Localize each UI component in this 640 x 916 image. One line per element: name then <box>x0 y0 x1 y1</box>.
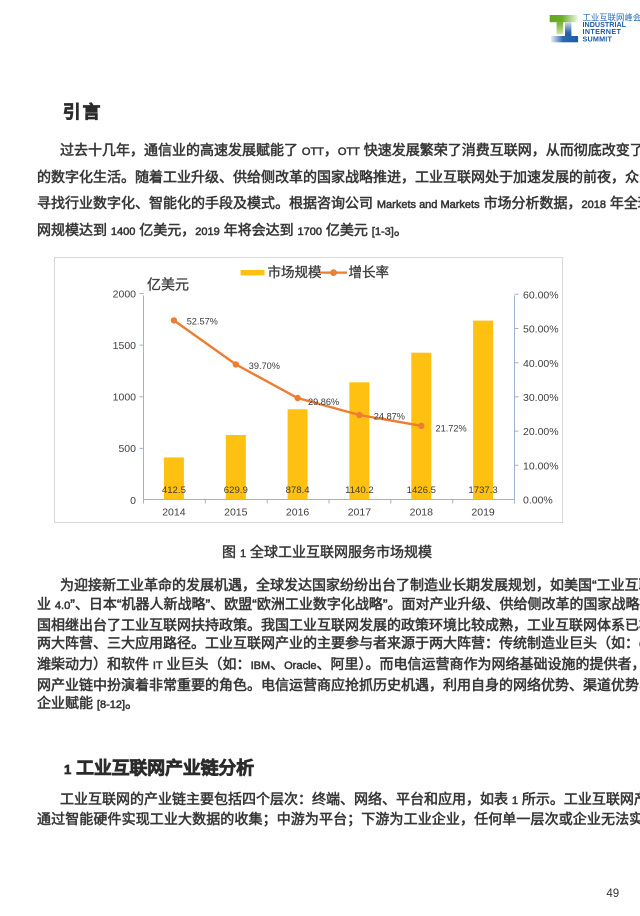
svg-text:878.4: 878.4 <box>286 485 311 496</box>
svg-text:2019: 2019 <box>471 507 495 519</box>
svg-text:2016: 2016 <box>286 507 310 519</box>
svg-text:INTERNET: INTERNET <box>583 27 622 36</box>
svg-text:增长率: 增长率 <box>349 264 390 280</box>
svg-text:40.00%: 40.00% <box>523 358 559 370</box>
svg-text:2018: 2018 <box>410 507 434 519</box>
svg-text:21.72%: 21.72% <box>436 423 467 433</box>
svg-text:1737.3: 1737.3 <box>468 485 497 496</box>
svg-text:2014: 2014 <box>162 507 186 519</box>
svg-text:30.00%: 30.00% <box>523 392 559 404</box>
svg-text:629.9: 629.9 <box>224 485 248 496</box>
svg-text:2000: 2000 <box>113 288 137 300</box>
svg-text:2017: 2017 <box>348 507 372 519</box>
svg-text:1426.5: 1426.5 <box>407 485 436 496</box>
svg-text:INDUSTRIAL: INDUSTRIAL <box>583 20 627 29</box>
svg-text:亿美元: 亿美元 <box>147 277 189 293</box>
svg-text:60.00%: 60.00% <box>523 289 559 301</box>
svg-text:工业互联网峰会: 工业互联网峰会 <box>583 13 640 23</box>
svg-text:500: 500 <box>118 443 136 455</box>
svg-text:50.00%: 50.00% <box>523 324 559 336</box>
svg-text:0: 0 <box>130 495 136 507</box>
svg-text:0.00%: 0.00% <box>523 495 553 507</box>
svg-text:52.57%: 52.57% <box>187 317 218 327</box>
svg-text:市场规模: 市场规模 <box>268 264 322 280</box>
svg-text:29.86%: 29.86% <box>308 397 339 407</box>
svg-text:20.00%: 20.00% <box>523 426 559 438</box>
svg-text:1000: 1000 <box>113 392 137 404</box>
svg-text:SUMMIT: SUMMIT <box>583 35 613 44</box>
svg-text:10.00%: 10.00% <box>523 460 559 472</box>
svg-text:39.70%: 39.70% <box>249 361 280 371</box>
svg-text:24.87%: 24.87% <box>374 411 405 421</box>
svg-text:1500: 1500 <box>113 340 137 352</box>
svg-text:412.5: 412.5 <box>162 485 186 496</box>
svg-text:1140.2: 1140.2 <box>345 485 374 496</box>
svg-text:2015: 2015 <box>224 507 248 519</box>
